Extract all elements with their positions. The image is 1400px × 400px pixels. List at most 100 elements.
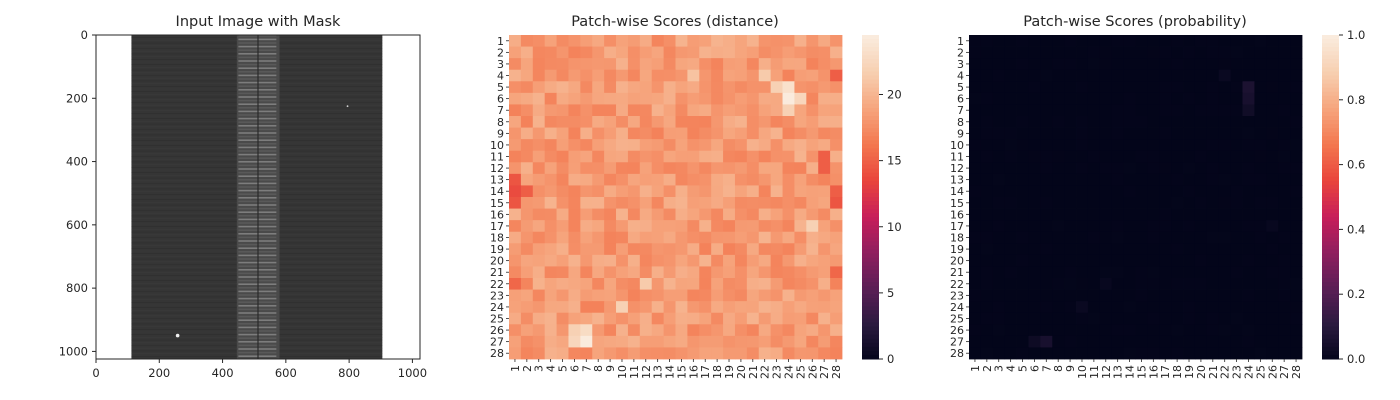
probability-x-ticks: 1234567891011121314151617181920212223242… <box>969 359 1303 379</box>
heatmap-cell <box>1278 127 1291 140</box>
heatmap-cell <box>1290 254 1303 267</box>
heatmap-cell <box>604 278 617 290</box>
heatmap-cell <box>980 266 994 279</box>
heatmap-cell <box>770 243 783 256</box>
heatmap-cell <box>723 324 736 337</box>
heatmap-cell <box>1147 335 1160 348</box>
heatmap-cell <box>1028 116 1041 128</box>
heatmap-cell <box>806 266 819 279</box>
heatmap-cell <box>1040 46 1053 59</box>
heatmap-cell <box>1064 162 1077 175</box>
heatmap-cell <box>1218 162 1232 175</box>
heatmap-cell <box>639 278 653 290</box>
heatmap-cell <box>1230 254 1243 267</box>
heatmap-cell <box>520 116 534 128</box>
heatmap-cell <box>980 278 994 290</box>
heatmap-cell <box>969 208 982 221</box>
heatmap-cell <box>992 92 1006 105</box>
heatmap-cell <box>723 139 736 152</box>
heatmap-cell <box>1087 208 1101 221</box>
heatmap-cell <box>1147 104 1160 117</box>
heatmap-x-tick-label: 21 <box>1207 365 1220 379</box>
heatmap-cell <box>1290 335 1303 348</box>
heatmap-cell <box>830 289 843 302</box>
heatmap-cell <box>509 324 522 337</box>
colorbar-segment <box>1322 144 1339 149</box>
heatmap-cell <box>556 69 569 82</box>
heatmap-x-tick-label: 1 <box>509 365 522 372</box>
heatmap-cell <box>1040 173 1053 186</box>
heatmap-cell <box>1242 173 1255 186</box>
heatmap-cell <box>1183 92 1196 105</box>
image-x-tick-label: 0 <box>92 366 99 380</box>
heatmap-cell <box>1183 220 1196 233</box>
heatmap-cell <box>806 243 819 256</box>
heatmap-x-tick-label: 17 <box>699 365 712 379</box>
heatmap-y-tick-label: 5 <box>497 81 504 94</box>
heatmap-cell <box>723 301 736 314</box>
heatmap-cell <box>509 162 522 175</box>
colorbar-segment <box>1322 59 1339 64</box>
heatmap-cell <box>1254 162 1267 175</box>
heatmap-cell <box>1004 69 1017 82</box>
heatmap-cell <box>687 139 700 152</box>
colorbar-segment <box>1322 213 1339 218</box>
heatmap-cell <box>544 185 557 198</box>
heatmap-cell <box>663 150 676 163</box>
heatmap-cell <box>699 162 712 175</box>
heatmap-cell <box>723 92 736 105</box>
heatmap-y-tick-label: 6 <box>497 93 504 106</box>
heatmap-cell <box>520 347 534 360</box>
heatmap-cell <box>1206 347 1220 360</box>
heatmap-cell <box>1278 104 1291 117</box>
heatmap-cell <box>818 92 831 105</box>
heatmap-cell <box>1111 162 1125 175</box>
colorbar-segment <box>862 95 879 101</box>
heatmap-x-tick-label: 5 <box>557 365 570 372</box>
heatmap-cell <box>1194 324 1208 337</box>
heatmap-cell <box>746 347 760 360</box>
heatmap-cell <box>663 116 676 128</box>
heatmap-cell <box>711 220 724 233</box>
heatmap-cell <box>1135 173 1148 186</box>
colorbar-segment <box>1322 286 1339 291</box>
heatmap-cell <box>1052 254 1065 267</box>
heatmap-cell <box>616 139 629 152</box>
heatmap-cell <box>1278 208 1291 221</box>
heatmap-cell <box>1076 185 1089 198</box>
zipper-tooth <box>238 135 277 138</box>
heatmap-cell <box>580 150 593 163</box>
heatmap-cell <box>1123 116 1136 128</box>
heatmap-cell <box>663 104 676 117</box>
heatmap-cell <box>639 301 653 314</box>
heatmap-y-tick-label: 13 <box>950 174 964 187</box>
heatmap-cell <box>1159 116 1172 128</box>
colorbar-segment <box>862 253 879 259</box>
heatmap-cell <box>1135 58 1148 71</box>
heatmap-cell <box>1016 127 1029 140</box>
heatmap-cell <box>794 162 807 175</box>
heatmap-cell <box>980 335 994 348</box>
heatmap-cell <box>544 116 557 128</box>
heatmap-cell <box>1278 35 1291 47</box>
heatmap-cell <box>627 139 641 152</box>
heatmap-cell <box>1242 220 1255 233</box>
heatmap-cell <box>580 254 593 267</box>
heatmap-cell <box>723 278 736 290</box>
colorbar-segment <box>862 140 879 145</box>
heatmap-cell <box>663 266 676 279</box>
heatmap-cell <box>627 35 641 47</box>
heatmap-y-tick-label: 3 <box>957 58 964 71</box>
heatmap-cell <box>1087 46 1101 59</box>
heatmap-cell <box>1194 347 1208 360</box>
heatmap-cell <box>1135 81 1148 94</box>
colorbar-segment <box>1322 124 1339 129</box>
heatmap-cell <box>1194 127 1208 140</box>
heatmap-cell <box>770 35 783 47</box>
heatmap-cell <box>1004 116 1017 128</box>
heatmap-cell <box>1194 289 1208 302</box>
heatmap-cell <box>627 46 641 59</box>
heatmap-x-tick-label: 14 <box>664 365 677 379</box>
heatmap-cell <box>1171 347 1184 360</box>
